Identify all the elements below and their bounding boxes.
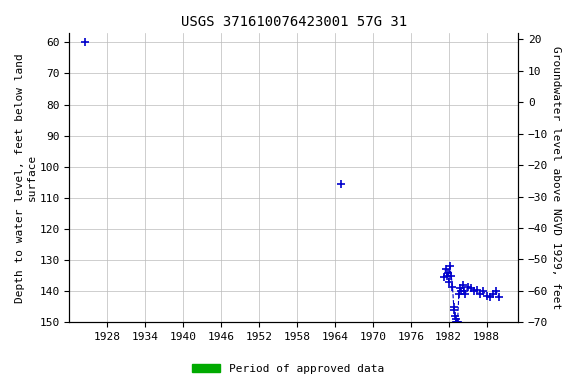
Point [454, 291, 464, 298]
Point [495, 295, 504, 301]
Point [453, 319, 462, 326]
Bar [449, 323, 509, 329]
Point [444, 279, 453, 285]
Point [452, 319, 461, 326]
Point [442, 273, 452, 279]
Point [446, 273, 456, 279]
Y-axis label: Depth to water level, feet below land
surface: Depth to water level, feet below land su… [15, 53, 37, 303]
Title: USGS 371610076423001 57G 31: USGS 371610076423001 57G 31 [181, 15, 407, 29]
Point [466, 285, 475, 291]
Point [450, 307, 459, 313]
Y-axis label: Groundwater level above NGVD 1929, feet: Groundwater level above NGVD 1929, feet [551, 46, 561, 309]
Point [458, 282, 467, 288]
Bar [82, 323, 92, 329]
Point [491, 288, 501, 295]
Bar [423, 323, 430, 329]
Point [336, 181, 346, 187]
Point [459, 288, 468, 295]
Point [488, 291, 498, 298]
Point [479, 288, 488, 295]
Point [463, 283, 472, 290]
Point [81, 39, 90, 45]
Point [444, 270, 453, 276]
Point [476, 291, 485, 298]
Point [441, 266, 450, 273]
Point [445, 263, 454, 270]
Point [448, 283, 457, 290]
Point [449, 304, 458, 310]
Point [485, 295, 494, 301]
Point [452, 319, 461, 326]
Point [457, 288, 466, 295]
Legend: Period of approved data: Period of approved data [188, 359, 388, 379]
Point [482, 293, 491, 299]
Point [461, 291, 470, 298]
Point [472, 286, 482, 293]
Point [456, 285, 465, 291]
Point [450, 313, 460, 319]
Point [439, 274, 448, 280]
Point [451, 316, 460, 322]
Point [469, 288, 479, 295]
